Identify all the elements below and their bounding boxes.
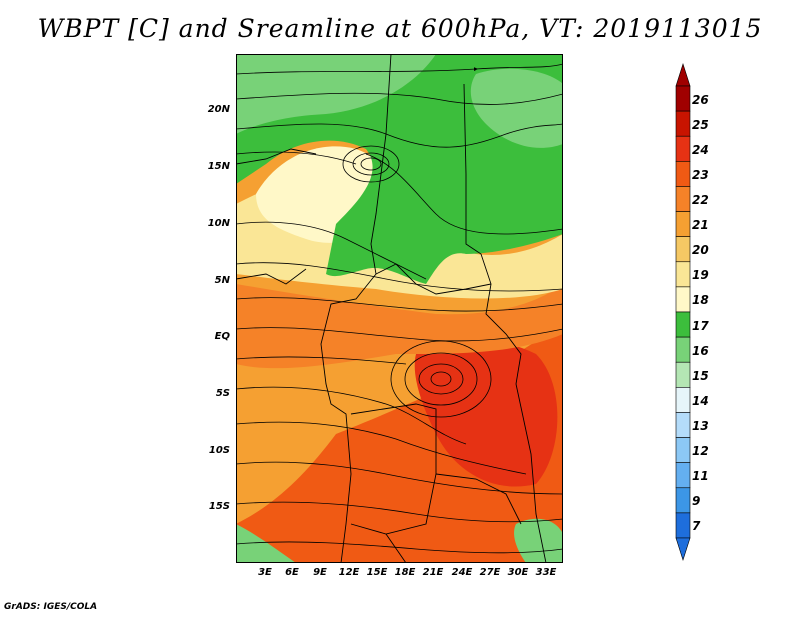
colorbar-box <box>675 412 691 438</box>
colorbar-box <box>675 261 691 288</box>
wbpt-fill-16-b <box>470 68 563 148</box>
lon-label-6e: 6E <box>285 567 299 578</box>
colorbar-box <box>675 85 691 112</box>
colorbar-label: 15 <box>692 368 709 383</box>
colorbar-label: 18 <box>692 293 709 308</box>
colorbar-box <box>675 286 691 313</box>
colorbar-label: 13 <box>692 419 709 433</box>
colorbar-label: 16 <box>692 343 709 358</box>
wbpt-fill-16-c <box>236 524 296 563</box>
lat-label-15n: 15N <box>207 161 230 172</box>
lat-label-15s: 15S <box>208 501 230 512</box>
lon-label-27e: 27E <box>479 567 501 578</box>
colorbar-label: 12 <box>692 444 709 459</box>
colorbar-label: 21 <box>692 218 709 233</box>
country-borders <box>236 54 547 563</box>
colorbar-box <box>675 487 691 514</box>
colorbar-box <box>675 437 691 463</box>
colorbar-box <box>675 336 691 363</box>
lat-label-eq: EQ <box>214 331 230 342</box>
colorbar-label: 17 <box>692 318 709 333</box>
colorbar-label: 14 <box>692 393 709 408</box>
lat-label-20n: 20N <box>207 104 230 115</box>
lat-label-10n: 10N <box>207 218 230 229</box>
lon-label-30e: 30E <box>507 567 529 578</box>
colorbar-label: 24 <box>692 142 709 157</box>
wbpt-fill-22 <box>236 284 563 369</box>
streamlines <box>236 63 563 554</box>
colorbar-box <box>675 512 691 539</box>
lon-label-18e: 18E <box>394 567 416 578</box>
wbpt-fill-16 <box>236 54 436 134</box>
lat-label-5n: 5N <box>214 275 230 286</box>
colorbar-label: 19 <box>692 268 709 283</box>
colorbar-label: 11 <box>692 469 709 484</box>
colorbar-top-arrow <box>675 63 691 87</box>
colorbar-box <box>675 387 691 413</box>
lon-label-3e: 3E <box>258 567 272 578</box>
colorbar-box <box>675 211 691 237</box>
colorbar-label: 20 <box>692 243 709 258</box>
lat-label-5s: 5S <box>215 388 230 399</box>
colorbar-box <box>675 236 691 263</box>
colorbar-box <box>675 311 691 338</box>
colorbar-label: 23 <box>692 167 709 182</box>
colorbar <box>675 63 691 561</box>
chart-title: WBPT [C] and Sreamline at 600hPa, VT: 20… <box>37 14 763 43</box>
lon-label-21e: 21E <box>422 567 444 578</box>
colorbar-label: 9 <box>692 494 701 509</box>
colorbar-box <box>675 161 691 187</box>
lon-label-12e: 12E <box>338 567 360 578</box>
map-panel <box>236 54 563 563</box>
lon-label-9e: 9E <box>313 567 327 578</box>
colorbar-box <box>675 135 691 162</box>
grads-credit: GrADS: IGES/COLA <box>4 602 98 612</box>
lon-label-24e: 24E <box>451 567 473 578</box>
colorbar-label: 7 <box>692 519 701 534</box>
colorbar-box <box>675 462 691 489</box>
colorbar-box <box>675 361 691 388</box>
colorbar-label: 26 <box>692 92 709 107</box>
lon-label-33e: 33E <box>535 567 557 578</box>
colorbar-label: 22 <box>692 193 709 207</box>
colorbar-box <box>675 186 691 212</box>
colorbar-bottom-arrow <box>675 537 691 561</box>
lon-label-15e: 15E <box>366 567 388 578</box>
colorbar-label: 25 <box>692 117 709 132</box>
lat-label-10s: 10S <box>208 445 230 456</box>
colorbar-box <box>675 110 691 137</box>
